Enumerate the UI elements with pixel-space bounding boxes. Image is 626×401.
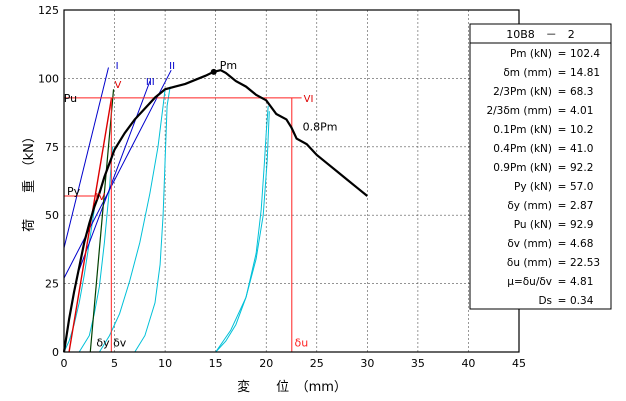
cyclic-loop-line xyxy=(134,86,171,353)
x-tick-label: 5 xyxy=(111,357,118,370)
x-tick-label: 35 xyxy=(411,357,425,370)
table-row-equals: = xyxy=(558,67,567,79)
table-title: 10B8 － 2 xyxy=(506,28,575,41)
cyclic-loop-line xyxy=(98,89,166,353)
x-axis-label: 変 位 （mm） xyxy=(237,379,347,395)
table-row-equals: = xyxy=(558,86,567,98)
construction-line-dark xyxy=(89,89,115,353)
table-row-value: 14.81 xyxy=(570,67,600,79)
table-row-value: 4.68 xyxy=(570,238,593,250)
y-tick-label: 75 xyxy=(45,141,59,154)
table-row-value: 0.34 xyxy=(570,295,594,307)
table-row-label: 2/3Pm (kN) xyxy=(493,86,552,98)
table-row-value: 57.0 xyxy=(570,181,593,193)
line-IV-label: IV xyxy=(95,192,105,203)
x-tick-label: 20 xyxy=(259,357,273,370)
construction-line-III xyxy=(78,80,151,271)
table-row-label: μ=δu/δv xyxy=(507,276,552,288)
cyclic-loop-line xyxy=(215,105,269,353)
line-II-label: II xyxy=(169,61,175,72)
table-row-value: 10.2 xyxy=(570,124,593,136)
table-row-value: 92.2 xyxy=(570,162,593,174)
x-tick-label: 45 xyxy=(512,357,526,370)
x-tick-label: 15 xyxy=(209,357,223,370)
table-row-equals: = xyxy=(558,238,567,250)
table-row-value: 102.4 xyxy=(570,48,600,60)
table-row-equals: = xyxy=(558,219,567,231)
cyclic-loop-line xyxy=(215,111,270,353)
x-tick-label: 30 xyxy=(360,357,374,370)
x-tick-label: 0 xyxy=(61,357,68,370)
table-row-label: δu (mm) xyxy=(507,257,552,269)
construction-line-IV xyxy=(68,97,113,353)
table-row-label: δv (mm) xyxy=(507,238,552,250)
table-row-value: 22.53 xyxy=(570,257,600,269)
table-row-label: δm (mm) xyxy=(503,67,552,79)
table-row-equals: = xyxy=(558,200,567,212)
pm-label: Pm xyxy=(220,59,237,72)
table-row-label: 2/3δm (mm) xyxy=(486,105,552,117)
axis-ticks: 0 5 10 15 20 25 30 35 40 45 0 25 50 75 100 125 xyxy=(38,4,526,370)
table-frame xyxy=(469,23,612,310)
y-tick-label: 125 xyxy=(38,4,59,17)
du-label: δu xyxy=(295,337,309,350)
grid xyxy=(64,10,519,352)
table-row-label: Py (kN) xyxy=(514,181,552,193)
table-row-equals: = xyxy=(558,276,567,288)
table-row-label: 0.9Pm (kN) xyxy=(493,162,552,174)
table-row-label: Pm (kN) xyxy=(510,48,552,60)
table-row-equals: = xyxy=(558,257,567,269)
table-row-value: 4.01 xyxy=(570,105,593,117)
table-row-equals: = xyxy=(558,48,567,60)
line-III-label: III xyxy=(146,77,155,88)
cyclic-loop-line xyxy=(78,146,113,353)
table-row-label: δy (mm) xyxy=(507,200,552,212)
x-tick-label: 10 xyxy=(158,357,172,370)
table-row-value: 68.3 xyxy=(570,86,593,98)
table-row-value: 92.9 xyxy=(570,219,593,231)
py-label: Py xyxy=(67,185,81,198)
table-row-label: 0.1Pm (kN) xyxy=(493,124,552,136)
line-I-label: I xyxy=(116,61,119,72)
construction-line-II xyxy=(63,69,172,279)
table-row-equals: = xyxy=(558,143,567,155)
table-row-label: 0.4Pm (kN) xyxy=(493,143,552,155)
curves xyxy=(62,67,368,353)
dy-dv-label: δy δv xyxy=(96,337,126,350)
table-row-equals: = xyxy=(558,105,567,117)
y-axis-label: 荷 重 （kN） xyxy=(21,130,37,232)
pu-label: Pu xyxy=(64,92,77,105)
table-row-value: 41.0 xyxy=(570,143,593,155)
envelope-line xyxy=(62,69,368,353)
table-row-label: Pu (kN) xyxy=(514,219,552,231)
results-table: 10B8 － 2Pm (kN) = 102.4δm (mm) = 14.812/3Pm … xyxy=(469,23,612,310)
pm-marker xyxy=(210,68,217,75)
y-tick-label: 25 xyxy=(45,278,59,291)
line-VI-label: VI xyxy=(304,94,314,105)
line-V-label: V xyxy=(115,80,122,91)
table-row-equals: = xyxy=(558,181,567,193)
x-tick-label: 40 xyxy=(461,357,475,370)
table-row-label: Ds xyxy=(538,295,552,307)
table-row-equals: = xyxy=(558,162,567,174)
p08-label: 0.8Pm xyxy=(303,120,338,133)
y-tick-label: 100 xyxy=(38,72,59,85)
y-tick-label: 50 xyxy=(45,209,59,222)
table-row-equals: = xyxy=(558,295,567,307)
x-tick-label: 25 xyxy=(310,357,324,370)
table-row-value: 4.81 xyxy=(570,276,593,288)
table-row-equals: = xyxy=(558,124,567,136)
table-row-value: 2.87 xyxy=(570,200,593,212)
y-tick-label: 0 xyxy=(52,346,59,359)
